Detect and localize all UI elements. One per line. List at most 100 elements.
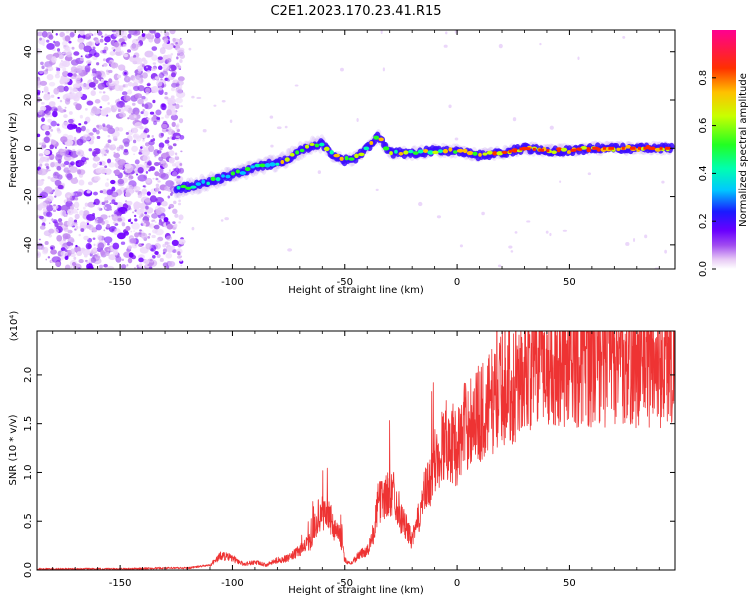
- ridge-peak: [176, 185, 181, 190]
- noise-blob: [124, 93, 127, 97]
- noise-blob: [121, 222, 126, 227]
- noise-blob: [37, 251, 42, 258]
- noise-blob: [75, 193, 78, 196]
- noise-blob: [96, 124, 100, 128]
- snr-x-tick-label: -150: [109, 578, 132, 589]
- noise-blob: [169, 30, 176, 35]
- noise-blob: [174, 103, 180, 110]
- noise-blob: [156, 202, 161, 206]
- noise-blob: [64, 249, 68, 252]
- noise-blob: [142, 109, 145, 112]
- noise-blob: [103, 263, 108, 268]
- noise-blob: [87, 181, 93, 186]
- ridge-peak: [482, 152, 488, 156]
- ridge-peak: [190, 185, 197, 189]
- noise-blob: [57, 107, 64, 113]
- noise-blob: [63, 49, 72, 56]
- noise-blob: [92, 156, 101, 162]
- noise-blob: [625, 242, 630, 246]
- ridge-peak: [275, 162, 280, 166]
- noise-blob: [75, 82, 81, 89]
- noise-blob: [139, 149, 143, 152]
- ridge-peak: [269, 162, 276, 167]
- noise-blob: [108, 254, 117, 261]
- noise-blob: [133, 115, 137, 118]
- noise-blob: [146, 178, 152, 183]
- noise-blob: [127, 107, 133, 114]
- noise-blob: [100, 214, 108, 220]
- noise-blob: [114, 138, 118, 141]
- noise-blob: [147, 69, 151, 74]
- noise-blob: [102, 125, 110, 132]
- noise-blob: [86, 189, 91, 194]
- ridge-peak: [305, 144, 310, 149]
- noise-blob: [51, 101, 56, 106]
- noise-blob: [154, 250, 159, 256]
- noise-blob: [84, 202, 89, 207]
- noise-blob: [166, 73, 169, 76]
- noise-blob: [116, 100, 125, 108]
- colorbar-label: Normalized spectral amplitude: [738, 73, 749, 227]
- noise-blob: [151, 54, 158, 61]
- noise-blob: [166, 265, 170, 269]
- noise-blob: [143, 110, 149, 117]
- ridge-peak: [478, 152, 482, 157]
- ridge-peak: [264, 163, 271, 168]
- ridge-peak: [378, 137, 384, 142]
- noise-blob: [498, 43, 503, 49]
- noise-blob: [171, 163, 177, 167]
- noise-blob: [127, 172, 132, 177]
- spectrogram-y-tick-label: 0: [23, 145, 34, 151]
- noise-blob: [99, 148, 107, 155]
- snr-x-label: Height of straight line (km): [288, 585, 424, 596]
- noise-blob: [127, 49, 132, 53]
- ridge-peak: [239, 171, 246, 175]
- noise-blob: [149, 166, 156, 172]
- noise-blob: [44, 241, 49, 245]
- ridge-peak: [616, 147, 621, 152]
- noise-blob: [104, 236, 113, 244]
- noise-blob: [54, 221, 59, 228]
- noise-blob: [171, 121, 176, 127]
- noise-blob: [43, 93, 51, 101]
- spectrogram-y-tick-label: -40: [23, 237, 34, 253]
- ridge-peak: [329, 150, 334, 155]
- noise-blob: [165, 180, 175, 187]
- noise-blob: [77, 191, 83, 197]
- noise-blob: [127, 82, 134, 87]
- noise-blob: [66, 208, 74, 216]
- noise-blob: [191, 95, 195, 99]
- noise-blob: [137, 35, 146, 42]
- ridge-peak: [210, 176, 216, 181]
- noise-blob: [137, 231, 143, 236]
- noise-blob: [120, 264, 127, 269]
- noise-blob: [109, 169, 112, 172]
- noise-blob: [78, 179, 85, 186]
- noise-blob: [86, 222, 89, 226]
- noise-blob: [86, 41, 93, 47]
- snr-panel: -150 -100 -50 0 50 0.0 0.5 1.0 1.5 2.0 Height of …: [8, 311, 676, 596]
- noise-blob: [50, 120, 57, 127]
- noise-blob: [104, 196, 108, 201]
- noise-blob: [141, 57, 146, 62]
- noise-blob: [125, 83, 129, 88]
- noise-blob: [167, 97, 176, 105]
- colorbar-tick-label: 0.8: [698, 70, 709, 86]
- noise-blob: [145, 161, 147, 164]
- noise-blob: [171, 87, 176, 92]
- noise-blob: [46, 135, 49, 137]
- noise-blob: [664, 249, 667, 254]
- noise-blob: [96, 62, 100, 66]
- snr-series-line: [37, 331, 675, 570]
- noise-blob: [66, 173, 73, 180]
- noise-blob: [38, 109, 43, 116]
- noise-blob: [126, 184, 134, 190]
- ridge-peak: [573, 148, 577, 152]
- ridge-peak: [314, 143, 320, 148]
- noise-blob: [86, 100, 94, 106]
- ridge-peak: [654, 147, 662, 152]
- noise-blob: [153, 32, 158, 35]
- noise-blob: [171, 249, 177, 253]
- ridge-peak: [333, 153, 340, 158]
- noise-blob: [107, 135, 111, 138]
